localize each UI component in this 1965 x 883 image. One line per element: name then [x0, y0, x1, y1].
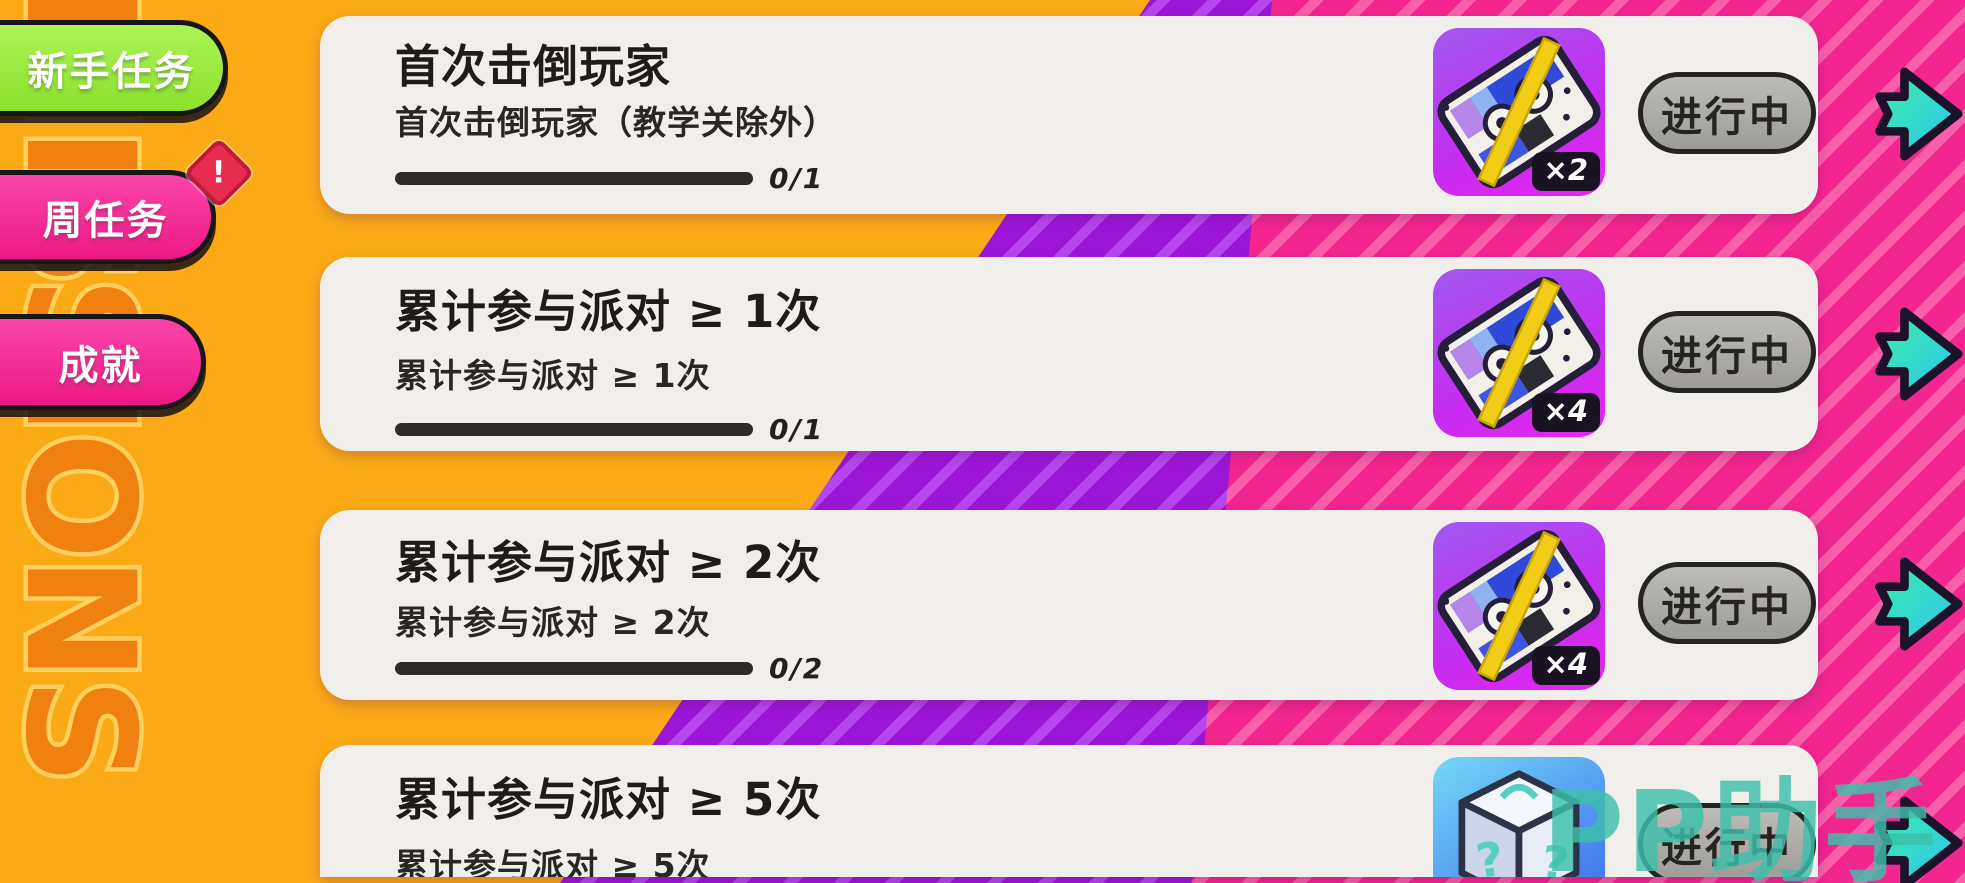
- mission-title: 首次击倒玩家: [395, 40, 672, 93]
- tab-newbie-missions[interactable]: 新手任务: [0, 20, 228, 116]
- mission-progress: 0/1: [395, 413, 824, 446]
- pp-assistant-watermark: PP助手: [1542, 768, 1939, 883]
- mission-card[interactable]: 累计参与派对 ≥ 1次 累计参与派对 ≥ 1次 0/1: [320, 257, 1818, 451]
- mission-progress: 0/2: [395, 652, 824, 685]
- tab-newbie-label: 新手任务: [27, 49, 196, 95]
- go-arrow-icon[interactable]: [1868, 795, 1964, 883]
- tab-achievements[interactable]: 成就: [0, 314, 206, 410]
- progress-label: 0/1: [769, 162, 825, 195]
- mission-title: 累计参与派对 ≥ 1次: [395, 285, 822, 338]
- go-arrow-icon[interactable]: [1868, 306, 1964, 402]
- progress-bar: [395, 662, 753, 675]
- mission-progress: 0/1: [395, 162, 824, 195]
- tab-weekly-label: 周任务: [42, 198, 169, 244]
- go-arrow-icon[interactable]: [1868, 556, 1964, 652]
- mission-card[interactable]: 累计参与派对 ≥ 2次 累计参与派对 ≥ 2次 0/2: [320, 510, 1818, 700]
- status-button[interactable]: 进行中: [1638, 72, 1816, 154]
- reward-tile: ×4: [1433, 269, 1605, 437]
- reward-tile: ? ?: [1433, 757, 1605, 877]
- go-arrow-icon[interactable]: [1868, 66, 1964, 162]
- status-button[interactable]: 进行中: [1638, 803, 1816, 877]
- status-button[interactable]: 进行中: [1638, 311, 1816, 393]
- progress-bar: [395, 423, 753, 436]
- progress-label: 0/2: [769, 652, 825, 685]
- alert-badge-text: !: [212, 155, 226, 191]
- reward-count-badge: ×2: [1531, 152, 1600, 191]
- mission-description: 累计参与派对 ≥ 5次: [395, 846, 711, 877]
- tab-achievements-label: 成就: [58, 343, 143, 389]
- mission-description: 累计参与派对 ≥ 1次: [395, 356, 711, 395]
- mission-card[interactable]: 首次击倒玩家 首次击倒玩家（教学关除外） 0/1: [320, 16, 1818, 214]
- cassette-icon: [1437, 529, 1601, 683]
- mission-title: 累计参与派对 ≥ 2次: [395, 536, 822, 589]
- reward-count-badge: ×4: [1531, 393, 1600, 432]
- vertical-missions-label: MISSIONS: [0, 0, 171, 786]
- reward-tile: ×4: [1433, 522, 1605, 690]
- cassette-icon: [1437, 276, 1601, 430]
- reward-tile: ×2: [1433, 28, 1605, 196]
- svg-text:?: ?: [1537, 835, 1572, 877]
- mission-description: 首次击倒玩家（教学关除外）: [395, 103, 837, 142]
- mystery-cube-icon: ? ?: [1458, 770, 1580, 877]
- progress-bar: [395, 172, 753, 185]
- status-button[interactable]: 进行中: [1638, 562, 1816, 644]
- cassette-icon: [1437, 35, 1601, 189]
- mission-description: 累计参与派对 ≥ 2次: [395, 603, 711, 642]
- mission-title: 累计参与派对 ≥ 5次: [395, 773, 822, 826]
- progress-label: 0/1: [769, 413, 825, 446]
- tab-weekly-missions[interactable]: 周任务: [0, 170, 216, 264]
- mission-card[interactable]: 累计参与派对 ≥ 5次 累计参与派对 ≥ 5次 ? ? 进行中: [320, 745, 1818, 877]
- reward-count-badge: ×4: [1531, 646, 1600, 685]
